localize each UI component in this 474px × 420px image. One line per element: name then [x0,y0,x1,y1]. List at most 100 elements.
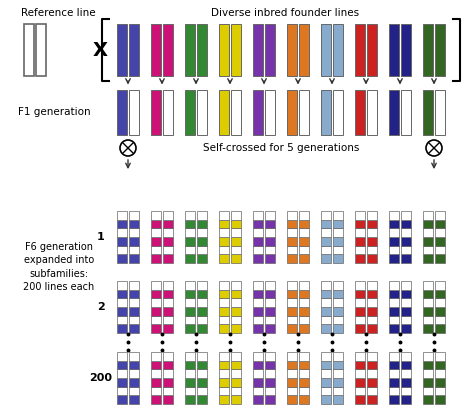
Bar [163,220,173,228]
Bar [265,324,275,333]
Bar [321,369,331,378]
Bar [401,352,411,361]
Bar [299,220,309,228]
Bar [287,228,297,237]
Bar [265,220,275,228]
Text: 200: 200 [89,373,112,383]
Bar [129,316,139,324]
Bar [367,361,377,369]
Bar [219,378,229,387]
Bar [333,24,343,76]
Bar [163,307,173,316]
Bar [197,255,207,263]
Bar [299,361,309,369]
Bar [265,378,275,387]
Bar [401,378,411,387]
Bar [253,211,263,220]
Bar [129,228,139,237]
Bar [197,369,207,378]
Bar [435,307,445,316]
Bar [129,298,139,307]
Bar [117,395,127,404]
Bar [265,352,275,361]
Bar [401,237,411,246]
Bar [389,228,399,237]
Bar [253,387,263,395]
Bar [389,246,399,255]
Bar [129,307,139,316]
Bar [435,361,445,369]
Bar [185,298,195,307]
Bar [129,246,139,255]
Bar [129,369,139,378]
Bar [265,89,275,134]
Bar [163,237,173,246]
Bar [185,352,195,361]
Bar [253,24,263,76]
Bar [321,89,331,134]
Bar [219,324,229,333]
Bar [299,369,309,378]
Bar [435,378,445,387]
Bar [197,298,207,307]
Bar [163,89,173,134]
Bar [287,246,297,255]
Bar [163,211,173,220]
Bar [299,89,309,134]
Bar [129,281,139,290]
Bar [435,281,445,290]
Bar [333,237,343,246]
Bar [253,298,263,307]
Bar [129,255,139,263]
Text: 2: 2 [97,302,105,312]
Bar [435,395,445,404]
Bar [321,246,331,255]
Bar [287,237,297,246]
Bar [129,220,139,228]
Bar [253,237,263,246]
Bar [401,220,411,228]
Bar [299,307,309,316]
Bar [333,281,343,290]
Bar [265,395,275,404]
Bar [401,395,411,404]
Bar [219,211,229,220]
Bar [129,378,139,387]
Bar [129,395,139,404]
Bar [423,228,433,237]
Bar [117,361,127,369]
Bar [151,228,161,237]
Bar [219,237,229,246]
Bar [287,24,297,76]
Bar [367,298,377,307]
Bar [321,316,331,324]
Bar [117,24,127,76]
Bar [333,395,343,404]
Bar [299,246,309,255]
Bar [151,395,161,404]
Bar [163,378,173,387]
Bar [151,255,161,263]
Bar [367,316,377,324]
Bar [401,24,411,76]
Bar [287,220,297,228]
Bar [355,307,365,316]
Bar [423,361,433,369]
Bar [299,228,309,237]
Bar [389,298,399,307]
Bar [253,324,263,333]
Bar [231,211,241,220]
Bar [423,255,433,263]
Bar [355,24,365,76]
Bar [151,298,161,307]
Bar [265,387,275,395]
Bar [355,281,365,290]
Bar [117,352,127,361]
Bar [185,378,195,387]
Bar [287,361,297,369]
Bar [197,246,207,255]
Bar [117,246,127,255]
Bar [333,369,343,378]
Text: Reference line: Reference line [21,8,95,18]
Bar [185,228,195,237]
